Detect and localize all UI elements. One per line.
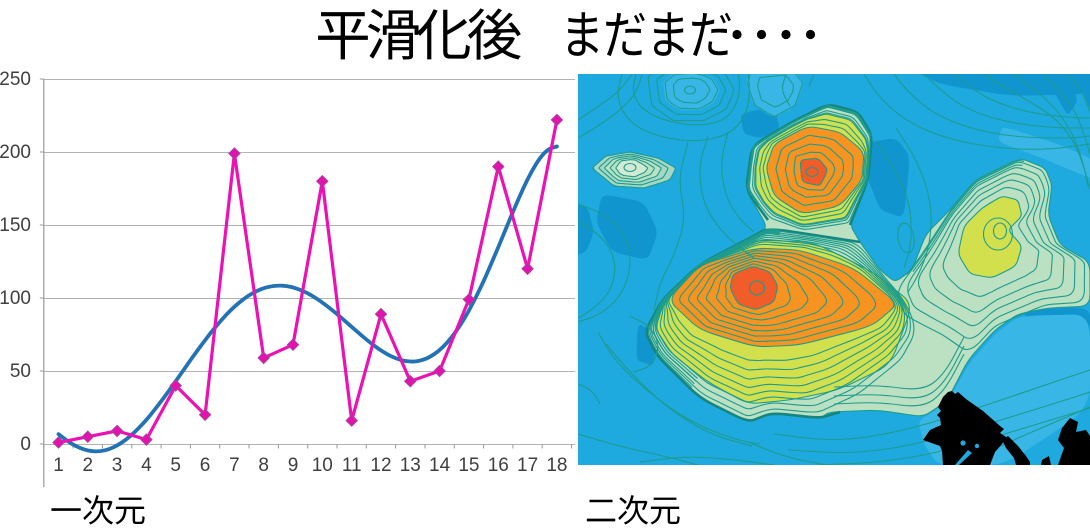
svg-text:100: 100 <box>0 288 31 309</box>
svg-text:200: 200 <box>0 142 31 163</box>
svg-text:5: 5 <box>170 455 181 476</box>
svg-text:2: 2 <box>83 455 94 476</box>
svg-text:50: 50 <box>10 361 31 382</box>
svg-text:7: 7 <box>229 455 240 476</box>
svg-text:16: 16 <box>488 455 509 476</box>
svg-text:12: 12 <box>370 455 391 476</box>
svg-text:13: 13 <box>400 455 421 476</box>
svg-text:9: 9 <box>288 455 299 476</box>
svg-text:14: 14 <box>429 455 451 476</box>
svg-text:3: 3 <box>112 455 123 476</box>
svg-text:8: 8 <box>258 455 269 476</box>
svg-text:0: 0 <box>20 434 31 455</box>
svg-text:6: 6 <box>200 455 211 476</box>
svg-text:17: 17 <box>517 455 538 476</box>
svg-text:15: 15 <box>458 455 479 476</box>
svg-text:250: 250 <box>0 69 31 90</box>
svg-text:150: 150 <box>0 215 31 236</box>
svg-text:1: 1 <box>53 455 64 476</box>
svg-text:10: 10 <box>312 455 333 476</box>
svg-text:4: 4 <box>141 455 152 476</box>
svg-text:18: 18 <box>546 455 567 476</box>
svg-text:11: 11 <box>342 455 362 476</box>
